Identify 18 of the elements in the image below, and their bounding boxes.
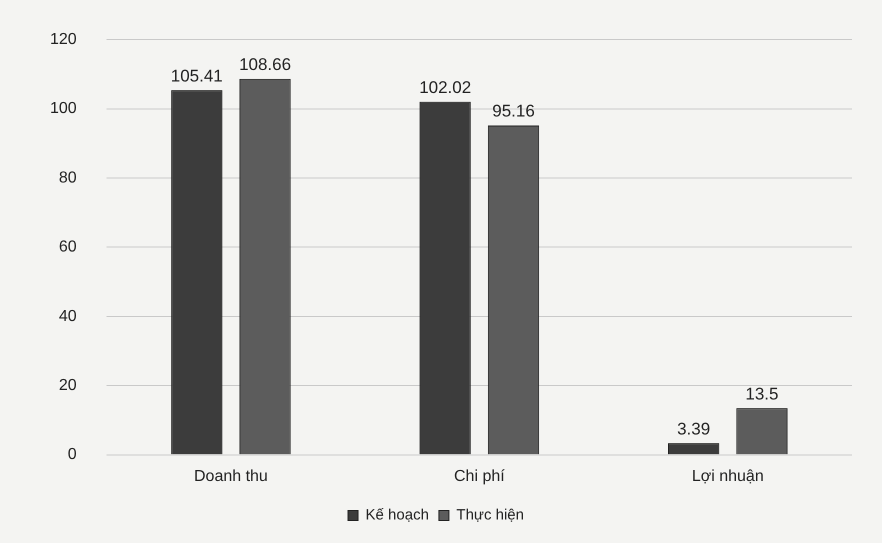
y-tick-label: 60 bbox=[58, 238, 77, 256]
y-tick-label: 0 bbox=[68, 446, 77, 464]
y-tick-label: 80 bbox=[58, 169, 77, 186]
x-tick-label: Lợi nhuận bbox=[692, 468, 764, 485]
data-label: 108.66 bbox=[239, 55, 292, 74]
legend-label: Thực hiện bbox=[456, 506, 524, 524]
data-label: 105.41 bbox=[170, 66, 223, 86]
data-label: 3.39 bbox=[677, 419, 710, 438]
data-label: 95.16 bbox=[492, 102, 535, 121]
y-tick-label: 20 bbox=[58, 377, 77, 394]
x-tick-label: Doanh thu bbox=[194, 468, 268, 485]
data-label: 102.02 bbox=[419, 78, 472, 97]
y-tick-label: 100 bbox=[50, 100, 77, 118]
legend-label: Kế hoạch bbox=[366, 506, 429, 524]
y-tick-label: 40 bbox=[58, 308, 77, 325]
x-tick-label: Chi phí bbox=[454, 468, 506, 485]
data-label: 13.5 bbox=[745, 384, 778, 404]
y-tick-label: 120 bbox=[50, 31, 77, 48]
